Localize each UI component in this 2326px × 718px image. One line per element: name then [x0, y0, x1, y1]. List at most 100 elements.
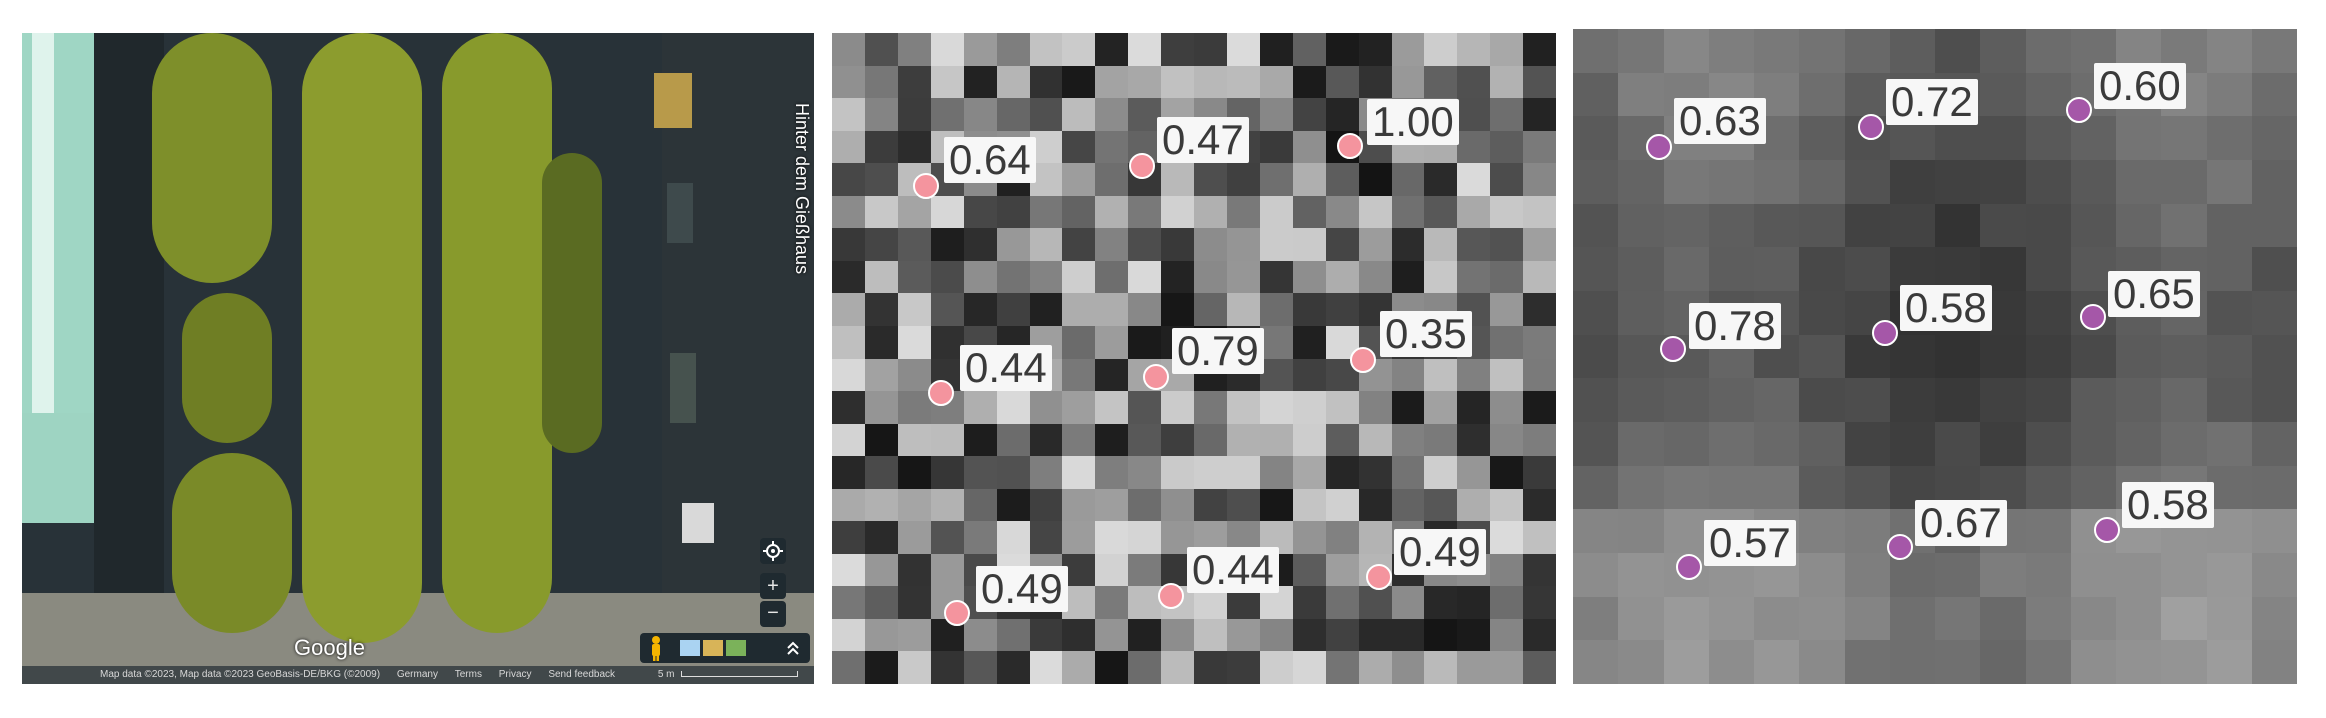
grid-cell [2251, 553, 2297, 598]
marker-dot [1129, 153, 1155, 179]
grid-cell [2161, 116, 2208, 161]
grid-cell [832, 553, 866, 587]
grid-cell [1523, 423, 1556, 457]
grid-cell [1194, 488, 1228, 522]
grid-cell [832, 163, 866, 197]
grid-cell [2025, 378, 2072, 423]
pegman-icon[interactable] [646, 634, 666, 662]
feedback-link[interactable]: Send feedback [548, 669, 616, 680]
grid-cell [1799, 640, 1846, 684]
grid-cell [864, 586, 899, 620]
marker-label: 0.63 [1674, 98, 1766, 144]
grid-cell [2116, 640, 2162, 684]
street-view-bar[interactable] [640, 633, 810, 663]
hedge-row [172, 453, 292, 633]
grid-cell [1708, 29, 1755, 74]
zoom-out-button[interactable]: − [760, 601, 786, 627]
grid-cell [1490, 228, 1524, 262]
grid-cell [1573, 72, 1619, 117]
grid-cell [1062, 456, 1096, 490]
grid-cell [1391, 488, 1425, 522]
satellite-map[interactable]: Hinter dem Gießhaus + − Google Map data … [22, 33, 814, 684]
grid-cell [1259, 488, 1294, 522]
grid-cell [1161, 163, 1195, 197]
grid-cell [1391, 260, 1425, 294]
grid-cell [2251, 596, 2297, 641]
grid-cell [1490, 195, 1524, 229]
grid-cell [1029, 651, 1063, 684]
grid-cell [1424, 260, 1458, 294]
marker-label: 0.79 [1172, 328, 1264, 374]
grid-cell [1799, 116, 1846, 161]
marker-dot [1660, 336, 1686, 362]
grid-cell [1095, 325, 1129, 359]
layer-thumbnail-terrain[interactable] [703, 640, 723, 656]
grid-cell [2116, 116, 2162, 161]
grid-cell [832, 130, 866, 164]
grid-cell [1754, 247, 1800, 292]
grid-cell [1889, 29, 1936, 74]
grid-cell [1523, 293, 1556, 327]
grid-cell [832, 358, 866, 392]
grid-cell [996, 651, 1030, 684]
grid-cell [832, 65, 866, 99]
grid-cell [2206, 29, 2253, 74]
layer-thumbnail-satellite[interactable] [726, 640, 746, 656]
grid-cell [1325, 618, 1360, 652]
grid-cell [996, 521, 1030, 555]
grid-cell [1799, 509, 1846, 554]
grid-cell [1457, 163, 1491, 197]
marker-label: 0.58 [1900, 285, 1992, 331]
grid-cell [1128, 33, 1162, 67]
grid-cell [1358, 456, 1392, 490]
grid-cell [1029, 293, 1063, 327]
terms-link[interactable]: Terms [454, 669, 482, 680]
grid-cell [1391, 456, 1425, 490]
grid-cell [1358, 618, 1392, 652]
grid-cell [1618, 553, 1665, 598]
grid-cell [963, 423, 998, 457]
parked-car [654, 73, 692, 128]
privacy-link[interactable]: Privacy [498, 669, 532, 680]
grid-cell [1523, 553, 1556, 587]
grid-cell [996, 456, 1030, 490]
grid-cell [2251, 72, 2297, 117]
grid-cell [1194, 391, 1228, 425]
grid-cell [1490, 260, 1524, 294]
grid-cell [2161, 596, 2208, 641]
grid-cell [963, 293, 998, 327]
grid-cell [1226, 391, 1261, 425]
grid-cell [1029, 260, 1063, 294]
locate-button[interactable] [760, 538, 786, 564]
grid-cell [1708, 465, 1755, 510]
grid-cell [1161, 423, 1195, 457]
grid-cell [897, 586, 932, 620]
grid-cell [1424, 33, 1458, 67]
grid-cell [1029, 423, 1063, 457]
grid-cell [1062, 195, 1096, 229]
grid-cell [1424, 618, 1458, 652]
grid-cell [1618, 378, 1665, 423]
grid-cell [2070, 203, 2117, 248]
grid-cell [864, 553, 899, 587]
chevron-up-icon[interactable] [784, 638, 802, 658]
grid-cell [1226, 260, 1261, 294]
grid-cell [1663, 160, 1710, 205]
grid-cell [1754, 596, 1800, 641]
grid-cell [1029, 65, 1063, 99]
grid-cell [1029, 521, 1063, 555]
grid-cell [1358, 586, 1392, 620]
grid-cell [1062, 325, 1096, 359]
grid-cell [1573, 596, 1619, 641]
grid-cell [1663, 29, 1710, 74]
grid-cell [963, 521, 998, 555]
grid-cell [1523, 228, 1556, 262]
grid-cell [2070, 378, 2117, 423]
grid-cell [1980, 553, 2027, 598]
marker-dot [913, 173, 939, 199]
grid-cell [832, 98, 866, 132]
grid-cell [996, 65, 1030, 99]
layer-thumbnail-map[interactable] [680, 640, 700, 656]
grid-cell [832, 586, 866, 620]
zoom-in-button[interactable]: + [760, 573, 786, 599]
